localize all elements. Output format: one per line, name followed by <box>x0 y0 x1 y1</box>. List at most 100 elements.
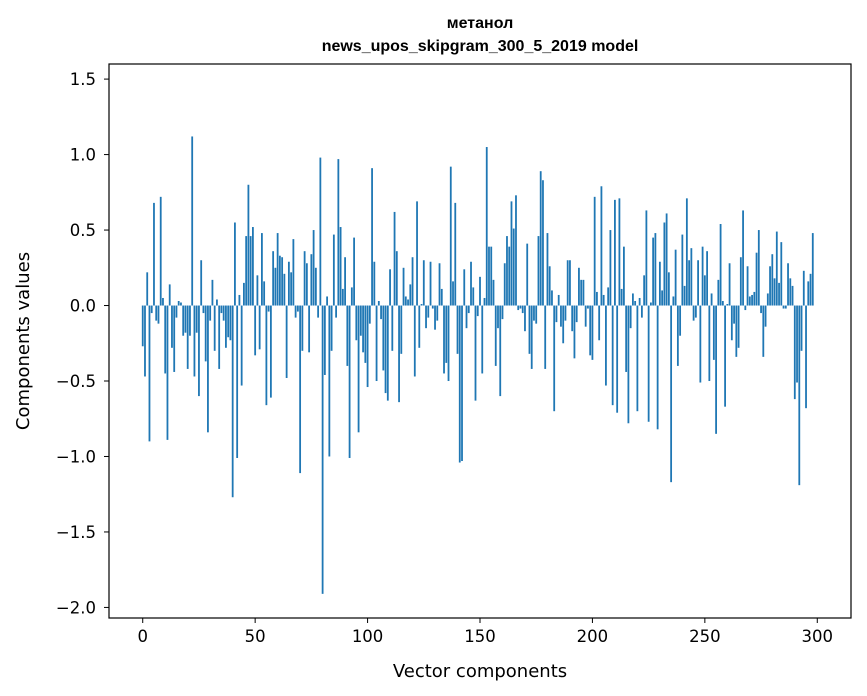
bar <box>346 305 349 366</box>
bar <box>643 275 646 306</box>
y-axis-label: Components values <box>13 252 34 430</box>
bar <box>564 305 567 321</box>
bar <box>636 305 639 412</box>
bar <box>348 305 351 458</box>
bar <box>746 266 749 306</box>
bar <box>710 293 713 306</box>
y-tick-label: −2.0 <box>56 598 96 617</box>
bar <box>157 305 160 324</box>
bar <box>308 305 311 353</box>
bar <box>769 266 771 306</box>
bar <box>566 260 569 306</box>
bar <box>528 305 531 354</box>
bar <box>148 305 151 442</box>
bar <box>204 305 207 362</box>
y-tick-label: −0.5 <box>56 372 96 391</box>
bar <box>649 302 652 306</box>
bar <box>461 305 463 462</box>
bar <box>335 305 337 318</box>
bar <box>483 297 486 306</box>
bar <box>802 270 805 306</box>
bar <box>805 305 807 409</box>
bar <box>299 305 302 474</box>
bar <box>267 305 270 312</box>
bar <box>393 211 396 306</box>
bar <box>474 305 477 401</box>
bar <box>357 305 360 433</box>
bar <box>314 267 317 306</box>
x-tick-label: 100 <box>352 627 384 646</box>
bar <box>189 305 191 336</box>
bar <box>793 305 796 400</box>
bar <box>364 305 367 363</box>
bar <box>328 305 331 457</box>
bar <box>688 260 691 306</box>
bar <box>593 196 596 306</box>
bar <box>283 273 286 306</box>
bar <box>751 294 753 306</box>
bar <box>337 159 340 306</box>
bar <box>222 305 225 321</box>
bar <box>503 263 506 306</box>
bar <box>778 282 780 306</box>
bar <box>434 305 436 330</box>
bar <box>762 305 765 357</box>
bar <box>312 230 315 306</box>
bar <box>373 261 376 306</box>
bar <box>742 210 744 306</box>
bar <box>481 305 484 374</box>
plot-area-frame <box>108 63 852 619</box>
bar <box>728 263 731 306</box>
y-tick-label: 0.5 <box>70 221 96 240</box>
bar <box>476 305 479 317</box>
bar <box>609 230 612 306</box>
bar <box>537 236 540 306</box>
bar <box>256 275 259 306</box>
bar <box>670 305 673 483</box>
bar <box>341 288 344 306</box>
bar <box>548 266 551 306</box>
bar <box>580 279 583 306</box>
bar <box>350 287 353 306</box>
bar <box>470 261 472 306</box>
bar <box>301 305 304 351</box>
bar <box>294 305 297 318</box>
y-tick-label: −1.0 <box>56 447 96 466</box>
bar <box>274 267 277 306</box>
bar <box>506 236 508 306</box>
bar <box>162 297 164 306</box>
bar <box>303 251 306 306</box>
bar <box>694 305 697 318</box>
bar <box>510 201 513 306</box>
bar <box>685 198 688 306</box>
bar <box>640 305 643 318</box>
bar <box>717 279 720 306</box>
bar <box>391 305 394 351</box>
bar <box>238 294 241 306</box>
bar <box>422 260 425 306</box>
bar <box>438 263 441 306</box>
bar <box>479 276 481 306</box>
bar <box>600 186 603 306</box>
bar <box>416 201 418 306</box>
bar <box>195 305 198 333</box>
x-tick-label: 250 <box>689 627 721 646</box>
bar <box>611 305 614 406</box>
bar <box>153 202 155 306</box>
y-axis-ticks: 1.5 1.0 0.5 0.0 −0.5 −1.0 −1.5 −2.0 <box>56 70 109 617</box>
bar <box>443 305 445 374</box>
bar <box>218 305 221 369</box>
bar <box>737 305 740 348</box>
bar <box>773 278 776 306</box>
bar <box>663 222 666 306</box>
bar <box>652 237 655 306</box>
bar <box>739 257 742 306</box>
bar <box>706 251 708 306</box>
y-tick-label: −1.5 <box>56 523 96 542</box>
bar <box>330 305 333 351</box>
bar <box>440 288 443 306</box>
bar <box>488 246 490 306</box>
bar <box>703 275 706 306</box>
bar <box>625 305 628 372</box>
